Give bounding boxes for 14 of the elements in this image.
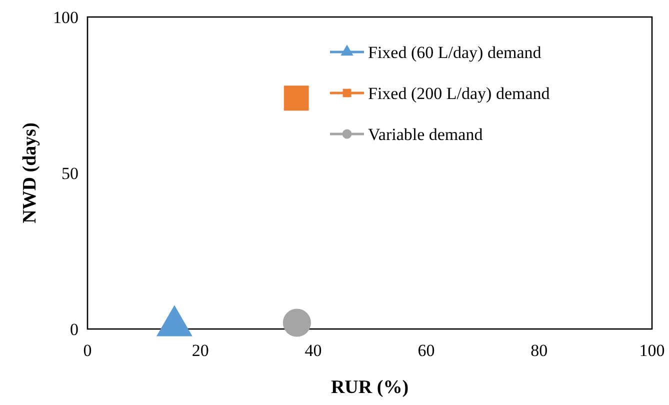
x-tick-label: 80 xyxy=(530,341,548,360)
legend-label: Fixed (200 L/day) demand xyxy=(368,84,550,103)
y-tick-label: 50 xyxy=(62,164,78,183)
x-tick-label: 60 xyxy=(418,341,435,360)
x-tick-label: 20 xyxy=(192,341,209,360)
y-tick-label: 100 xyxy=(53,8,78,27)
legend-label: Fixed (60 L/day) demand xyxy=(368,42,542,62)
legend-label: Variable demand xyxy=(368,124,484,144)
x-axis-title: RUR (%) xyxy=(330,377,409,398)
x-tick-label: 40 xyxy=(304,341,322,360)
x-tick-label: 0 xyxy=(83,341,92,360)
y-axis-title: NWD (days) xyxy=(20,122,40,224)
x-tick-label: 100 xyxy=(639,341,665,360)
y-tick-label: 0 xyxy=(70,320,78,339)
